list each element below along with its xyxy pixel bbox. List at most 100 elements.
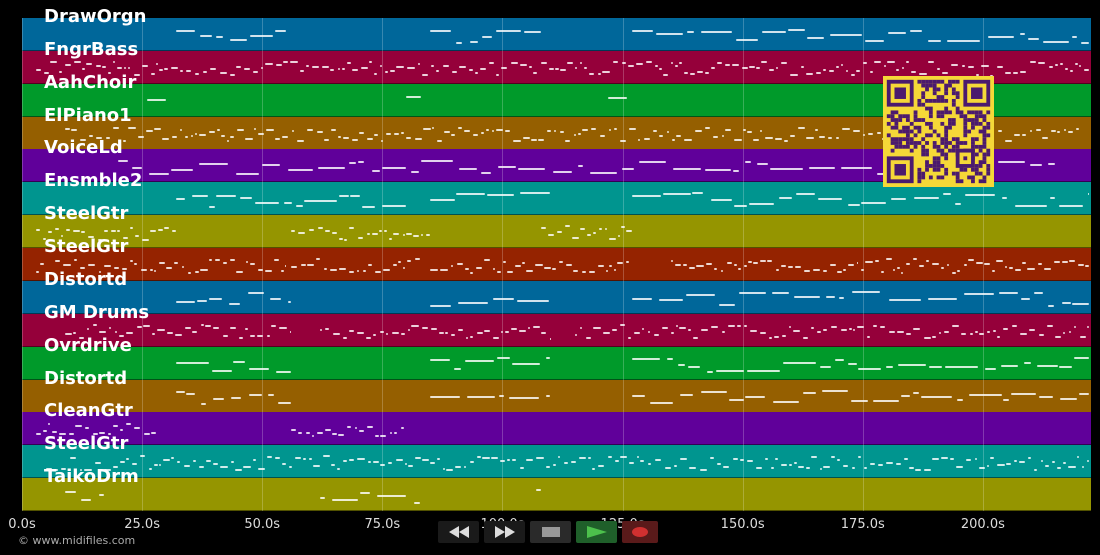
midi-note <box>701 31 732 34</box>
qr-module <box>944 129 949 134</box>
midi-note <box>640 459 645 462</box>
qr-module <box>940 164 945 168</box>
fast-forward-button[interactable] <box>484 521 525 543</box>
midi-note <box>608 97 628 100</box>
midi-note <box>1076 455 1080 458</box>
qr-module <box>917 141 922 145</box>
midi-note <box>257 268 264 271</box>
qr-module <box>951 98 956 103</box>
midi-note <box>154 128 161 131</box>
midi-note <box>1087 193 1089 196</box>
midi-note <box>258 467 266 470</box>
midi-note <box>258 132 264 135</box>
midi-note <box>771 292 790 295</box>
midi-note <box>443 131 451 134</box>
midi-note <box>175 301 196 304</box>
midi-note <box>393 132 400 135</box>
midi-note <box>129 260 134 263</box>
midi-note <box>209 206 216 209</box>
midi-note <box>996 463 1005 466</box>
grid-line <box>142 18 144 511</box>
midi-note <box>769 168 803 171</box>
midi-note <box>745 161 752 164</box>
midi-note <box>747 260 753 263</box>
midi-note <box>171 456 174 459</box>
midi-note <box>989 74 994 77</box>
qr-module <box>917 167 922 172</box>
midi-note <box>458 65 467 68</box>
qr-module <box>928 106 933 111</box>
midi-note <box>677 363 685 366</box>
midi-note <box>732 63 739 66</box>
midi-note <box>984 263 991 266</box>
qr-module <box>905 144 910 149</box>
midi-note <box>852 466 855 469</box>
midi-note <box>928 61 935 64</box>
qr-module <box>909 148 914 153</box>
midi-note <box>385 332 388 335</box>
time-tick-label: 150.0s <box>720 517 765 532</box>
midi-note <box>547 233 554 236</box>
midi-note <box>455 466 461 469</box>
midi-note <box>1004 266 1007 269</box>
midi-note <box>485 128 490 131</box>
midi-note <box>330 68 335 71</box>
midi-note <box>963 263 967 266</box>
qr-module <box>948 141 952 145</box>
midi-note <box>656 32 684 35</box>
qr-module <box>890 125 895 130</box>
qr-module <box>921 79 926 84</box>
midi-note <box>906 61 909 64</box>
midi-note <box>888 299 921 302</box>
midi-note <box>472 134 478 137</box>
midi-note <box>531 138 538 141</box>
midi-note <box>963 293 994 296</box>
midi-note <box>1054 260 1061 263</box>
midi-note <box>149 269 153 272</box>
midi-note <box>720 270 724 273</box>
midi-note <box>442 64 449 67</box>
midi-note <box>400 426 405 429</box>
qr-module <box>940 114 945 119</box>
qr-module <box>928 110 933 115</box>
midi-note <box>888 31 907 34</box>
qr-module <box>921 91 926 96</box>
midi-note <box>261 67 264 70</box>
qr-module <box>894 125 899 130</box>
midi-note <box>788 463 793 466</box>
midi-note <box>808 167 835 170</box>
midi-note <box>696 265 704 268</box>
midi-note <box>914 197 940 200</box>
midi-note <box>253 128 257 131</box>
record-button[interactable] <box>622 521 658 543</box>
midi-note <box>126 457 129 460</box>
midi-note <box>245 327 248 330</box>
midi-note <box>186 70 192 73</box>
midi-note <box>654 459 662 462</box>
midi-note <box>487 193 515 196</box>
midi-note <box>437 458 440 461</box>
track-lane <box>22 215 1091 249</box>
midi-note <box>947 263 950 266</box>
midi-note <box>114 330 118 333</box>
midi-note <box>1046 324 1053 327</box>
midi-note <box>790 73 798 76</box>
qr-module <box>932 87 937 92</box>
midi-note <box>294 457 301 460</box>
midi-note <box>493 267 496 270</box>
midi-note <box>270 298 282 301</box>
play-button[interactable] <box>576 521 617 543</box>
midi-note <box>552 268 556 271</box>
midi-note <box>1029 61 1036 64</box>
midi-note <box>89 134 93 137</box>
midi-note <box>317 431 323 434</box>
midi-note <box>217 129 220 132</box>
midi-note <box>384 229 388 232</box>
stop-button[interactable] <box>530 521 571 543</box>
midi-note <box>604 228 607 231</box>
midi-note <box>1082 466 1085 469</box>
track-lane <box>22 248 1091 282</box>
rewind-button[interactable] <box>438 521 479 543</box>
midi-note <box>877 464 883 467</box>
midi-note <box>956 399 964 402</box>
